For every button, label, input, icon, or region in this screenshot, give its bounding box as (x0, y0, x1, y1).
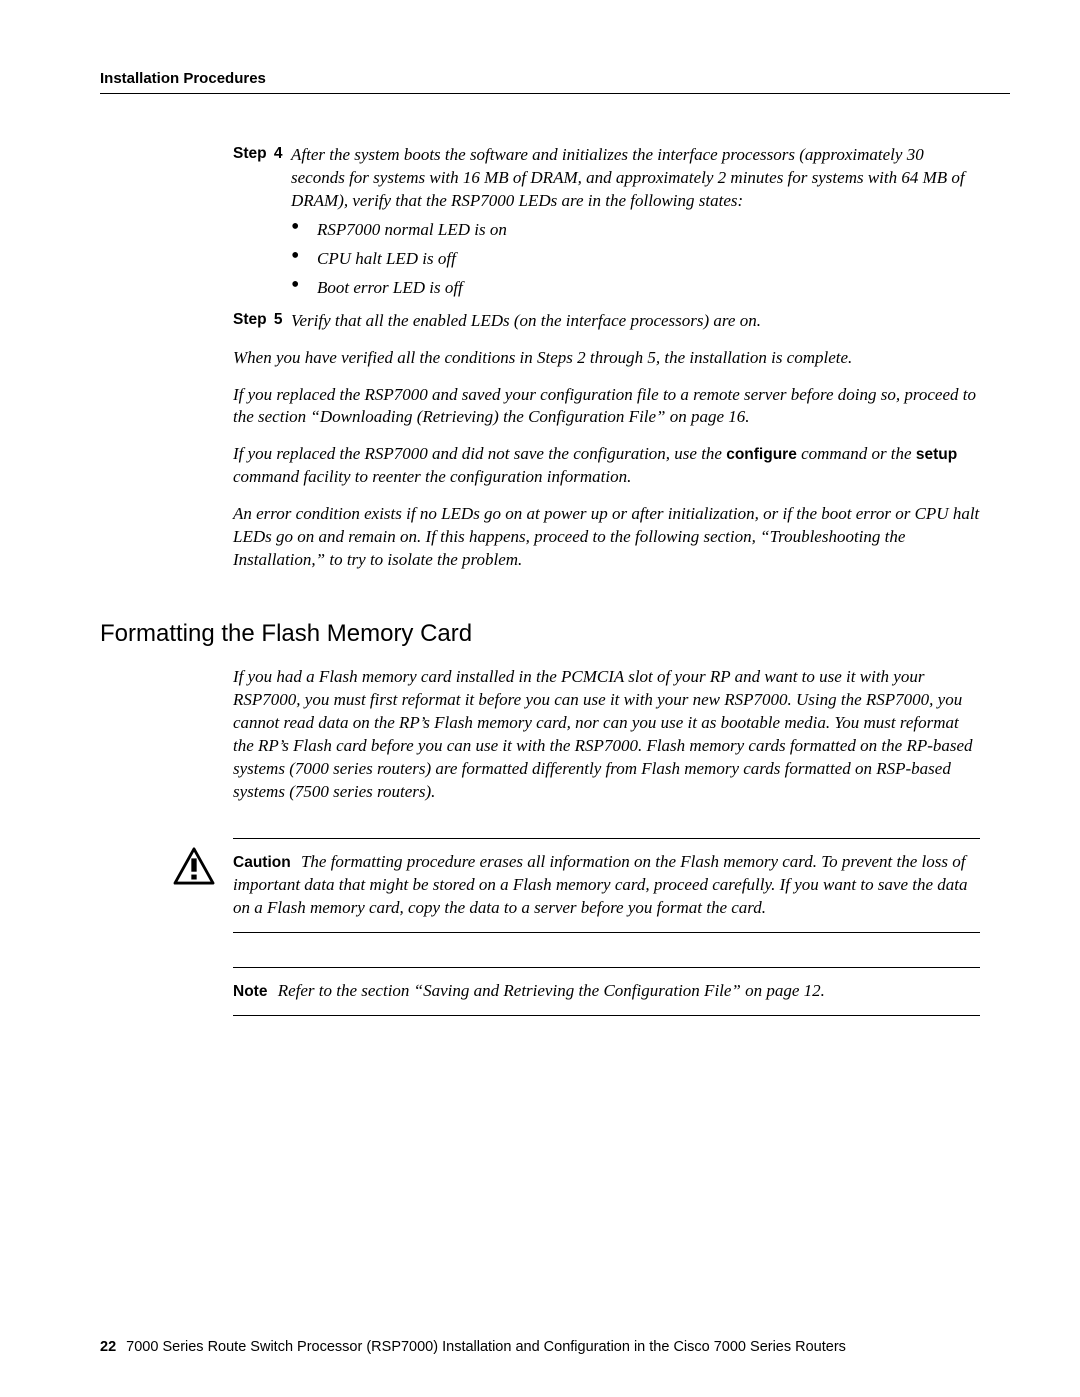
step-number: 4 (274, 145, 283, 162)
note-text: Refer to the section “Saving and Retriev… (278, 981, 825, 1000)
paragraph: An error condition exists if no LEDs go … (233, 503, 980, 572)
callout-rule-bottom (233, 932, 980, 933)
list-item: CPU halt LED is off (291, 248, 980, 271)
callout-body: Note Refer to the section “Saving and Re… (233, 968, 980, 1015)
text-fragment: If you replaced the RSP7000 and did not … (233, 444, 726, 463)
paragraph: When you have verified all the condition… (233, 347, 980, 370)
step-4: Step 4 After the system boots the softwa… (233, 144, 980, 213)
led-state-list: RSP7000 normal LED is on CPU halt LED is… (291, 219, 980, 300)
flash-paragraph: If you had a Flash memory card installed… (233, 666, 980, 804)
list-item: Boot error LED is off (291, 277, 980, 300)
body-content: Step 4 After the system boots the softwa… (233, 144, 980, 1016)
step-5: Step 5 Verify that all the enabled LEDs … (233, 310, 980, 333)
step-text: After the system boots the software and … (291, 144, 980, 213)
text-fragment: command facility to reenter the configur… (233, 467, 631, 486)
text-fragment: command or the (797, 444, 916, 463)
step-word: Step (233, 145, 267, 162)
paragraph-with-commands: If you replaced the RSP7000 and did not … (233, 443, 980, 489)
header-rule (100, 93, 1010, 94)
paragraph: If you replaced the RSP7000 and saved yo… (233, 384, 980, 430)
section-heading: Formatting the Flash Memory Card (100, 618, 980, 650)
note-lead: Note (233, 983, 267, 1000)
command-name: configure (726, 446, 797, 463)
page-number: 22 (100, 1339, 116, 1355)
command-name: setup (916, 446, 957, 463)
page: Installation Procedures Step 4 After the… (0, 0, 1080, 1397)
caution-lead: Caution (233, 854, 291, 871)
callout-body: Caution The formatting procedure erases … (233, 839, 980, 932)
step-word: Step (233, 311, 267, 328)
note-callout: Note Refer to the section “Saving and Re… (233, 967, 980, 1016)
caution-callout: Caution The formatting procedure erases … (233, 838, 980, 933)
step-number: 5 (274, 311, 283, 328)
caution-text: The formatting procedure erases all info… (233, 852, 968, 917)
callout-rule-bottom (233, 1015, 980, 1016)
footer-title: 7000 Series Route Switch Processor (RSP7… (126, 1339, 846, 1355)
running-head: Installation Procedures (100, 70, 1010, 87)
step-label: Step 4 (233, 144, 291, 165)
caution-icon (173, 847, 215, 885)
step-label: Step 5 (233, 310, 291, 331)
page-footer: 22 7000 Series Route Switch Processor (R… (100, 1339, 1010, 1355)
step-text: Verify that all the enabled LEDs (on the… (291, 310, 980, 333)
list-item: RSP7000 normal LED is on (291, 219, 980, 242)
